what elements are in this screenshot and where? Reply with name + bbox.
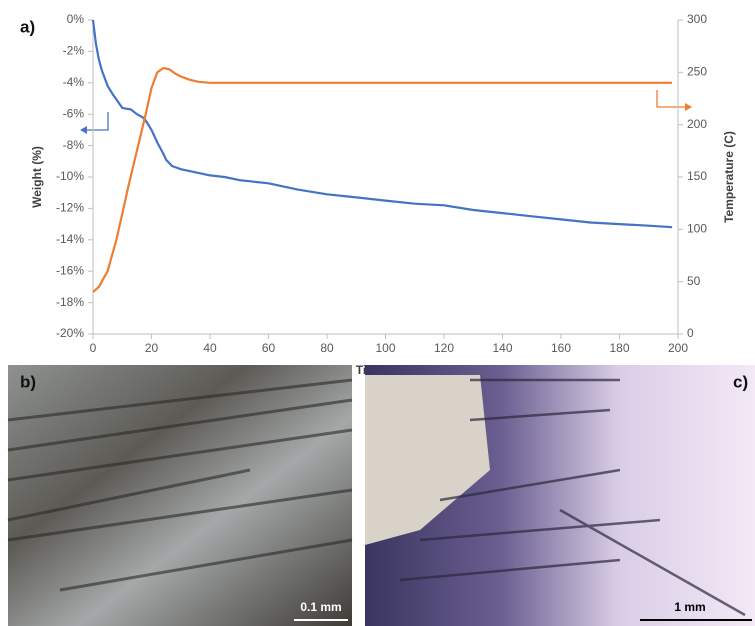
y-axis-title: Weight (%) xyxy=(30,146,44,208)
x-tick-label: 180 xyxy=(609,341,629,355)
y-tick-label: -8% xyxy=(63,138,85,152)
x-tick-label: 60 xyxy=(262,341,276,355)
y2-tick-label: 200 xyxy=(687,117,707,131)
x-tick-label: 140 xyxy=(492,341,512,355)
x-tick-label: 100 xyxy=(375,341,395,355)
y-tick-label: -10% xyxy=(56,169,84,183)
y-tick-label: 0% xyxy=(67,12,85,26)
y-tick-label: -12% xyxy=(56,201,84,215)
scale-label: 0.1 mm xyxy=(300,600,341,614)
y-tick-label: -20% xyxy=(56,326,84,340)
y2-tick-label: 250 xyxy=(687,65,707,79)
y-tick-label: -4% xyxy=(63,75,85,89)
data-line xyxy=(93,68,672,292)
panel-label: c) xyxy=(733,372,748,391)
y-tick-label: -18% xyxy=(56,295,84,309)
y2-tick-label: 0 xyxy=(687,326,694,340)
y2-axis-title: Temperature (C) xyxy=(722,131,736,223)
scale-label: 1 mm xyxy=(674,600,705,614)
x-tick-label: 0 xyxy=(90,341,97,355)
y2-tick-label: 300 xyxy=(687,12,707,26)
y-tick-label: -16% xyxy=(56,263,84,277)
x-tick-label: 200 xyxy=(668,341,688,355)
x-tick-label: 120 xyxy=(434,341,454,355)
x-tick-label: 20 xyxy=(145,341,159,355)
data-line xyxy=(93,20,672,227)
figure: a) Time (min) Weight (%) Temperature (C)… xyxy=(0,0,755,626)
x-tick-label: 80 xyxy=(320,341,334,355)
y2-tick-label: 100 xyxy=(687,222,707,236)
panel-label: b) xyxy=(20,372,36,391)
y2-tick-label: 50 xyxy=(687,274,701,288)
y-tick-label: -14% xyxy=(56,232,84,246)
y2-tick-label: 150 xyxy=(687,169,707,183)
x-tick-label: 40 xyxy=(203,341,217,355)
x-tick-label: 160 xyxy=(551,341,571,355)
arrowhead xyxy=(685,103,692,111)
micrograph-b xyxy=(8,365,352,626)
arrowhead xyxy=(80,126,87,134)
y-tick-label: -6% xyxy=(63,106,85,120)
panel-label: a) xyxy=(20,17,35,36)
axis-pointer xyxy=(657,90,688,107)
y-tick-label: -2% xyxy=(63,44,85,58)
